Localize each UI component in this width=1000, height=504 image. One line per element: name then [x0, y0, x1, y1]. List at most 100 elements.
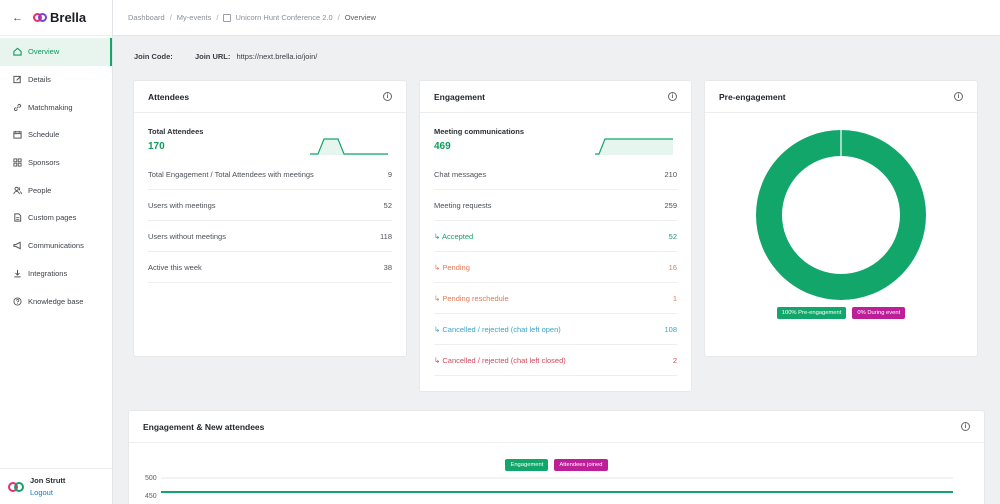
sidebar-item-knowledge-base[interactable]: Knowledge base [0, 287, 112, 315]
row-label: Chat messages [434, 169, 487, 179]
event-icon [223, 13, 232, 22]
sidebar-item-label: Knowledge base [28, 296, 84, 306]
row-value: 52 [668, 231, 677, 241]
sidebar: ← Brella Overview Details Matchmaking [0, 0, 113, 504]
row-label: Meeting requests [434, 200, 492, 210]
row-value: 108 [664, 324, 677, 334]
engagement-chart-legend: Engagement Attendees joined [129, 459, 984, 471]
engagement-row-pending-reschedule: ↳ Pending reschedule 1 [434, 283, 677, 314]
row-label: ↳ Pending reschedule [434, 293, 509, 303]
sidebar-item-label: Overview [28, 47, 60, 57]
engagement-chart-card: Engagement & New attendees i Engagement … [129, 411, 984, 504]
breadcrumb-event[interactable]: Unicorn Hunt Conference 2.0 [235, 13, 333, 22]
row-label: ↳ Cancelled / rejected (chat left closed… [434, 355, 566, 365]
total-attendees-label: Total Attendees [148, 127, 204, 136]
legend-engagement[interactable]: Engagement [505, 459, 549, 471]
logout-link[interactable]: Logout [30, 488, 53, 497]
card-title: Attendees [148, 91, 190, 102]
breadcrumb-my-events[interactable]: My-events [176, 13, 212, 22]
brella-logo-icon [33, 13, 47, 22]
engagement-row-cancelled-closed: ↳ Cancelled / rejected (chat left closed… [434, 345, 677, 376]
user-name: Jon Strutt [30, 476, 66, 485]
breadcrumb-separator: / [337, 13, 340, 22]
sidebar-item-label: Matchmaking [28, 102, 73, 112]
home-icon [13, 47, 22, 56]
engagement-row: Chat messages 210 [434, 159, 677, 190]
join-url-label: Join URL: [194, 52, 231, 61]
sidebar-item-label: Details [28, 75, 51, 85]
breadcrumb-current: Overview [344, 13, 376, 22]
breadcrumb-dashboard[interactable]: Dashboard [128, 13, 165, 22]
info-icon[interactable]: i [383, 92, 392, 101]
sidebar-item-matchmaking[interactable]: Matchmaking [0, 93, 112, 121]
engagement-row: Meeting requests 259 [434, 190, 677, 221]
pre-engagement-legend: 100% Pre-engagement 0% During event [705, 307, 977, 319]
brand-name: Brella [50, 10, 87, 25]
row-value: 2 [672, 355, 677, 365]
card-title: Engagement & New attendees [143, 421, 265, 432]
sidebar-item-integrations[interactable]: Integrations [0, 260, 112, 288]
meeting-communications-value: 469 [434, 141, 451, 152]
help-icon [13, 296, 22, 306]
row-value: 9 [387, 169, 392, 179]
engagement-row-accepted: ↳ Accepted 52 [434, 221, 677, 252]
edit-icon [13, 75, 22, 84]
legend-during-event[interactable]: 0% During event [852, 307, 906, 319]
row-value: 210 [664, 169, 677, 179]
sidebar-item-schedule[interactable]: Schedule [0, 121, 112, 149]
sidebar-item-people[interactable]: People [0, 176, 112, 204]
join-url[interactable]: https://next.brella.io/join/ [236, 52, 318, 61]
y-tick-label: 500 [145, 475, 157, 482]
calendar-icon [13, 130, 22, 140]
meeting-communications-label: Meeting communications [434, 127, 525, 136]
row-value: 52 [383, 200, 392, 210]
row-label: ↳ Accepted [434, 231, 474, 241]
sidebar-item-custom-pages[interactable]: Custom pages [0, 204, 112, 232]
avatar [8, 481, 24, 492]
attendees-sparkline [310, 138, 388, 155]
sidebar-item-label: Sponsors [28, 158, 60, 168]
row-label: Users without meetings [148, 231, 226, 241]
info-icon[interactable]: i [668, 92, 677, 101]
donut-slice-pre-engagement[interactable] [756, 130, 926, 300]
engagement-row-pending: ↳ Pending 16 [434, 252, 677, 283]
row-value: 118 [380, 231, 392, 241]
pre-engagement-donut [756, 130, 926, 300]
sidebar-item-communications[interactable]: Communications [0, 232, 112, 260]
row-value: 259 [664, 200, 677, 210]
people-icon [13, 186, 22, 195]
sidebar-item-details[interactable]: Details [0, 66, 112, 94]
page-icon [13, 213, 22, 223]
legend-pre-engagement[interactable]: 100% Pre-engagement [776, 307, 847, 319]
row-label: Users with meetings [148, 200, 216, 210]
back-arrow-icon[interactable]: ← [12, 11, 23, 24]
sidebar-item-label: Communications [28, 241, 84, 251]
info-icon[interactable]: i [961, 422, 970, 431]
attendee-row: Total Engagement / Total Attendees with … [148, 159, 392, 190]
attendee-row: Users without meetings 118 [148, 221, 392, 252]
row-label: ↳ Cancelled / rejected (chat left open) [434, 324, 561, 334]
breadcrumb-separator: / [169, 13, 172, 22]
total-attendees-value: 170 [148, 141, 165, 152]
grid-icon [13, 158, 22, 167]
info-icon[interactable]: i [954, 92, 963, 101]
link-icon [13, 103, 22, 112]
brand-bar: ← Brella [0, 0, 112, 36]
breadcrumb-separator: / [216, 13, 219, 22]
sidebar-item-overview[interactable]: Overview [0, 38, 112, 66]
download-icon [13, 269, 22, 278]
card-title: Engagement [434, 91, 486, 102]
sidebar-item-label: People [28, 185, 52, 195]
row-value: 16 [668, 262, 677, 272]
attendees-card: Attendees i Total Attendees 170 Total En… [134, 81, 406, 356]
sidebar-item-label: Schedule [28, 130, 60, 140]
attendee-row: Active this week 38 [148, 252, 392, 283]
engagement-line-plot [161, 477, 953, 493]
card-title: Pre-engagement [719, 91, 786, 102]
sidebar-nav: Overview Details Matchmaking Schedule Sp… [0, 38, 112, 315]
engagement-row-cancelled-open: ↳ Cancelled / rejected (chat left open) 1… [434, 314, 677, 345]
sidebar-item-sponsors[interactable]: Sponsors [0, 149, 112, 177]
sidebar-item-label: Integrations [28, 268, 68, 278]
breadcrumb: Dashboard / My-events / Unicorn Hunt Con… [113, 0, 1000, 36]
legend-attendees-joined[interactable]: Attendees joined [554, 459, 608, 471]
